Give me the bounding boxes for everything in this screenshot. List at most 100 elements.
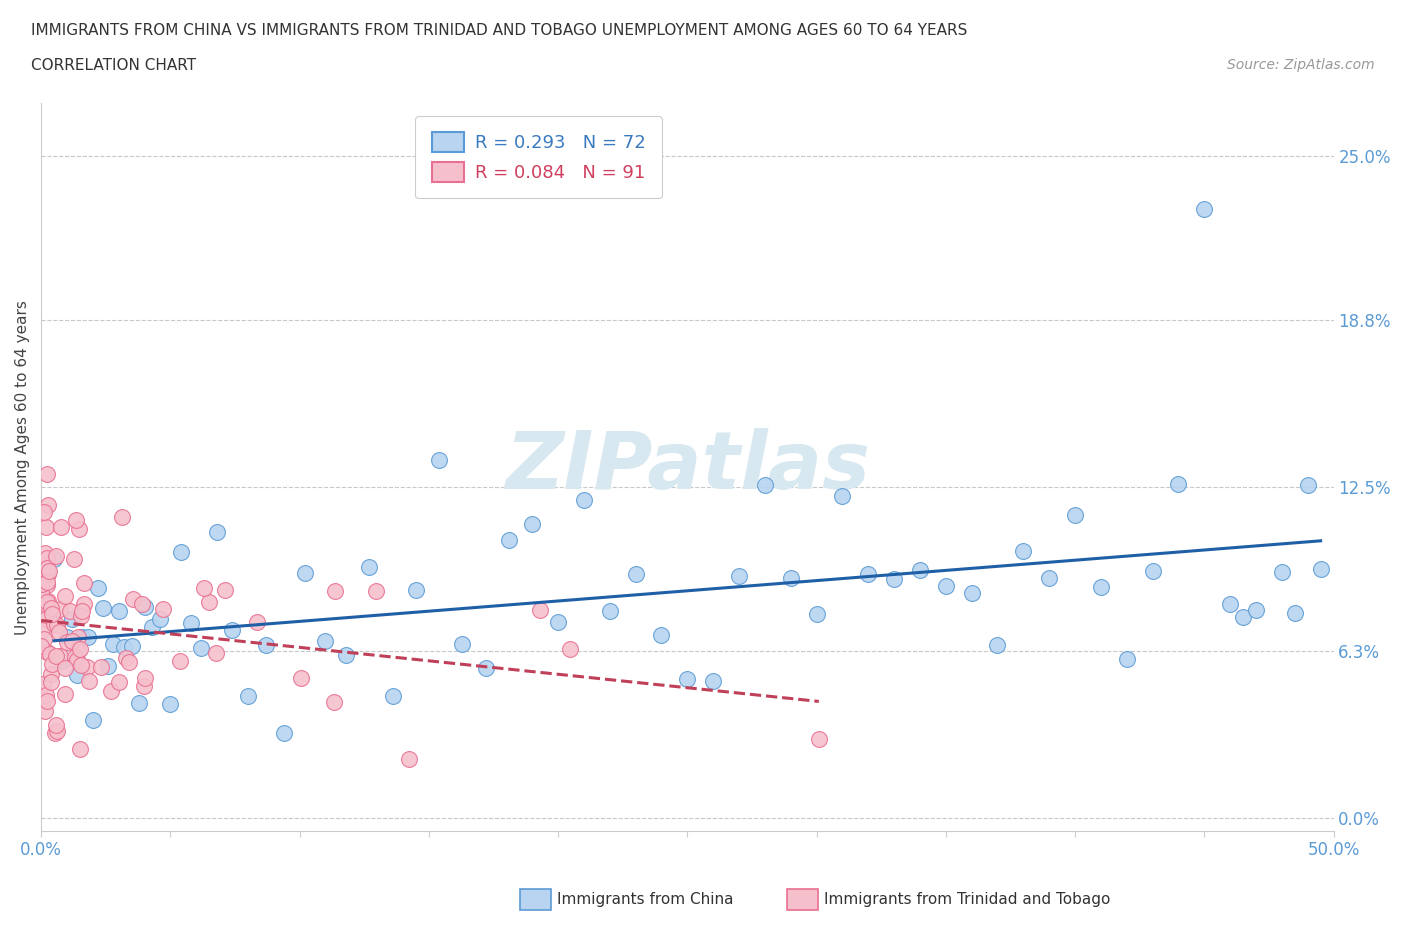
- Point: [149, 612, 172, 627]
- Point: [48, 624, 70, 639]
- Point: [63, 649, 86, 664]
- Point: [37, 551, 59, 565]
- Point: [702, 674, 724, 689]
- Point: [405, 582, 427, 597]
- Point: [38, 646, 60, 661]
- Point: [45, 724, 67, 738]
- Point: [112, 640, 135, 655]
- Point: [66, 668, 89, 683]
- Point: [676, 671, 699, 686]
- Point: [522, 516, 544, 531]
- Point: [37, 498, 59, 512]
- Point: [69, 741, 91, 756]
- Point: [152, 602, 174, 617]
- Point: [32, 676, 55, 691]
- Point: [66, 630, 89, 644]
- Point: [82, 713, 104, 728]
- Point: [87, 580, 110, 595]
- Point: [547, 614, 569, 629]
- Point: [34, 559, 56, 574]
- Point: [190, 641, 212, 656]
- Point: [73, 576, 96, 591]
- Point: [45, 649, 67, 664]
- Point: [1296, 477, 1319, 492]
- Point: [45, 718, 67, 733]
- Point: [31, 623, 53, 638]
- Point: [41, 607, 63, 622]
- Point: [221, 622, 243, 637]
- Point: [37, 578, 59, 592]
- Point: [70, 604, 93, 618]
- Point: [381, 688, 404, 703]
- Point: [807, 732, 830, 747]
- Point: [935, 579, 957, 594]
- Point: [44, 725, 66, 740]
- Point: [1064, 507, 1087, 522]
- Point: [35, 612, 58, 627]
- Point: [205, 645, 228, 660]
- Point: [53, 660, 76, 675]
- Point: [60, 633, 83, 648]
- Point: [72, 630, 94, 644]
- Point: [1167, 476, 1189, 491]
- Point: [323, 695, 346, 710]
- Point: [111, 510, 134, 525]
- Point: [56, 630, 79, 644]
- Point: [65, 512, 87, 527]
- Point: [427, 453, 450, 468]
- Point: [38, 564, 60, 578]
- Point: [169, 653, 191, 668]
- Point: [30, 585, 52, 600]
- Point: [69, 642, 91, 657]
- Point: [46, 618, 69, 632]
- Point: [39, 674, 62, 689]
- Point: [35, 561, 58, 576]
- Point: [35, 644, 58, 659]
- Point: [37, 597, 59, 612]
- Point: [60, 611, 83, 626]
- Point: [53, 687, 76, 702]
- Point: [131, 597, 153, 612]
- Point: [141, 619, 163, 634]
- Point: [53, 589, 76, 604]
- Point: [1309, 561, 1331, 576]
- Point: [55, 634, 77, 649]
- Point: [314, 634, 336, 649]
- Point: [246, 615, 269, 630]
- Text: Immigrants from Trinidad and Tobago: Immigrants from Trinidad and Tobago: [824, 892, 1111, 907]
- Point: [134, 671, 156, 685]
- Point: [121, 638, 143, 653]
- Point: [624, 566, 647, 581]
- Text: Source: ZipAtlas.com: Source: ZipAtlas.com: [1227, 58, 1375, 72]
- Point: [1271, 565, 1294, 579]
- Point: [67, 644, 90, 658]
- Point: [76, 630, 98, 644]
- Point: [91, 600, 114, 615]
- Point: [214, 583, 236, 598]
- Point: [960, 586, 983, 601]
- Point: [236, 688, 259, 703]
- Point: [66, 652, 89, 667]
- Point: [159, 697, 181, 711]
- Point: [1219, 596, 1241, 611]
- Point: [35, 694, 58, 709]
- Point: [32, 505, 55, 520]
- Point: [1038, 570, 1060, 585]
- Point: [73, 597, 96, 612]
- Point: [474, 660, 496, 675]
- Point: [107, 674, 129, 689]
- Point: [180, 616, 202, 631]
- Point: [65, 651, 87, 666]
- Point: [529, 603, 551, 618]
- Point: [103, 636, 125, 651]
- Point: [290, 671, 312, 685]
- Point: [35, 687, 58, 702]
- Point: [69, 609, 91, 624]
- Point: [30, 639, 52, 654]
- Point: [49, 520, 72, 535]
- Text: ZIPatlas: ZIPatlas: [505, 428, 870, 506]
- Point: [986, 638, 1008, 653]
- Point: [42, 551, 65, 566]
- Legend: R = 0.293   N = 72, R = 0.084   N = 91: R = 0.293 N = 72, R = 0.084 N = 91: [415, 116, 662, 198]
- Point: [366, 583, 388, 598]
